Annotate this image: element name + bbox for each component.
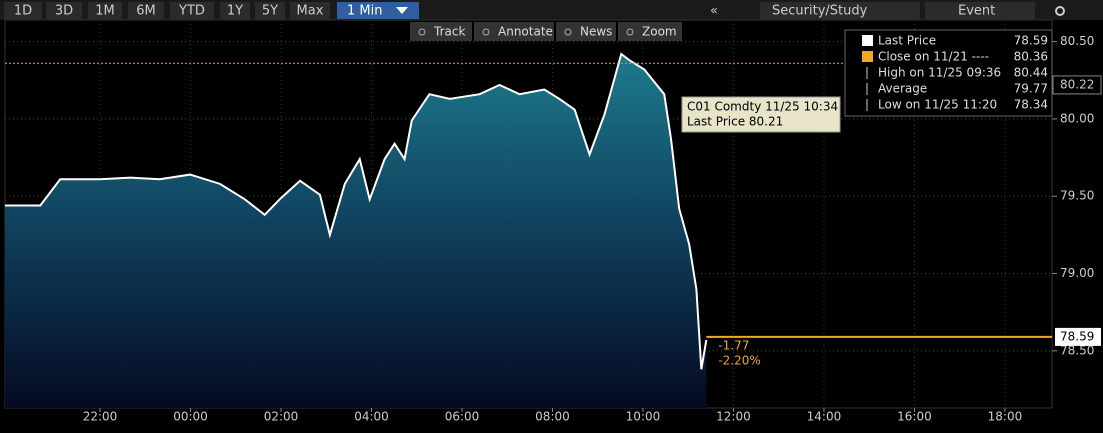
range-label: 3D <box>55 4 73 19</box>
security-button[interactable] <box>760 2 920 19</box>
tool-button[interactable] <box>618 22 682 41</box>
y-tick-label: 80.00 <box>1060 111 1094 125</box>
range-button[interactable] <box>220 2 250 19</box>
event-label: Event <box>958 4 995 19</box>
legend-label: High on 11/25 09:36 <box>878 66 1001 80</box>
security-label: Security/Study <box>772 4 868 19</box>
range-label: Max <box>297 4 324 19</box>
interval-label: 1 Min <box>347 4 382 19</box>
legend-box <box>844 29 1053 117</box>
x-tick-label: 18:00 <box>988 410 1023 424</box>
range-button[interactable] <box>255 2 285 19</box>
tool-icon <box>626 28 634 36</box>
gear-icon[interactable] <box>1055 6 1065 16</box>
interval-button[interactable] <box>337 2 419 19</box>
range-label: 5Y <box>262 4 278 19</box>
range-button[interactable] <box>46 2 82 19</box>
legend-value: 78.59 <box>1014 34 1048 48</box>
tool-label: Annotate <box>498 25 553 39</box>
last-price-tag <box>1055 327 1101 346</box>
legend-value: 80.36 <box>1014 50 1048 64</box>
collapse-icon: « <box>710 4 718 19</box>
tool-button[interactable] <box>474 22 554 41</box>
legend-swatch <box>862 35 873 46</box>
marker-tag <box>1052 75 1102 95</box>
tooltip-line: C01 Comdty 11/25 10:34 <box>687 100 838 114</box>
tool-label: Track <box>433 25 465 39</box>
y-tick-label: 79.00 <box>1060 266 1094 280</box>
range-button[interactable] <box>4 2 42 19</box>
legend-label: Close on 11/21 ---- <box>878 50 989 64</box>
range-label: 1M <box>95 4 115 19</box>
legend-value: 79.77 <box>1014 82 1048 96</box>
tooltip-box <box>681 96 841 133</box>
tool-icon <box>418 28 426 36</box>
y-tick-label: 78.50 <box>1060 343 1094 357</box>
range-button[interactable] <box>290 2 330 19</box>
tool-button[interactable] <box>410 22 472 41</box>
tool-label: Zoom <box>642 25 677 39</box>
dropdown-icon <box>396 7 408 14</box>
x-tick-label: 12:00 <box>716 410 751 424</box>
range-label: 6M <box>136 4 156 19</box>
x-tick-label: 22:00 <box>83 410 118 424</box>
x-tick-label: 06:00 <box>445 410 480 424</box>
x-tick-label: 10:00 <box>626 410 661 424</box>
area-fill <box>5 54 707 408</box>
change-annotation: -2.20% <box>718 354 760 368</box>
range-button[interactable] <box>128 2 164 19</box>
y-tick-label: 79.50 <box>1060 189 1094 203</box>
tool-icon <box>564 28 572 36</box>
x-tick-label: 08:00 <box>535 410 570 424</box>
legend-label: Average <box>878 82 927 96</box>
tool-label: News <box>580 25 612 39</box>
marker-tag-label: 80.22 <box>1060 77 1094 91</box>
x-tick-label: 14:00 <box>807 410 842 424</box>
legend-value: 78.34 <box>1014 98 1048 112</box>
range-label: YTD <box>178 4 205 19</box>
x-tick-label: 00:00 <box>173 410 208 424</box>
series-group <box>5 52 708 408</box>
tool-icon <box>482 28 490 36</box>
price-line <box>5 52 708 370</box>
legend-swatch <box>862 51 873 62</box>
tool-button[interactable] <box>556 22 616 41</box>
range-button[interactable] <box>88 2 122 19</box>
y-tick-label: 80.50 <box>1060 34 1094 48</box>
x-tick-label: 16:00 <box>897 410 932 424</box>
legend-label: Last Price <box>878 34 936 48</box>
range-label: 1D <box>14 4 32 19</box>
range-button[interactable] <box>170 2 214 19</box>
change-annotation: -1.77 <box>718 339 749 353</box>
last-price-tag-label: 78.59 <box>1060 329 1094 343</box>
range-label: 1Y <box>227 4 243 19</box>
x-tick-label: 02:00 <box>264 410 299 424</box>
event-button[interactable] <box>925 2 1035 19</box>
legend-value: 80.44 <box>1014 66 1048 80</box>
x-tick-label: 04:00 <box>354 410 389 424</box>
legend-label: Low on 11/25 11:20 <box>878 98 997 112</box>
tooltip-line: Last Price 80.21 <box>687 115 783 129</box>
